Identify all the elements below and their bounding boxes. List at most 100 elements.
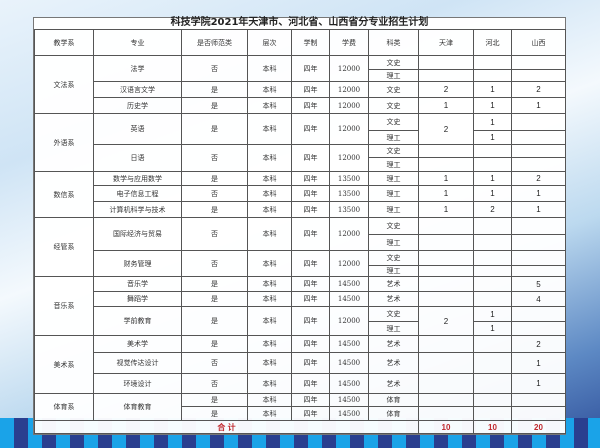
level-cell: 本科 bbox=[247, 406, 292, 421]
tianjin-quota-cell bbox=[418, 250, 474, 266]
shanxi-quota-cell bbox=[511, 306, 566, 322]
category-cell: 理工 bbox=[368, 130, 419, 145]
normal-school-cell: 是 bbox=[181, 171, 248, 186]
table-row: 历史学是本科 四年 12000 文史 1 1 1 bbox=[35, 97, 566, 114]
table-row: 日语否本科 四年 12000 文史 bbox=[35, 144, 566, 172]
normal-school-cell: 是 bbox=[181, 393, 248, 407]
category-cell: 理工 bbox=[368, 157, 419, 172]
shanxi-quota-cell bbox=[511, 321, 566, 336]
tuition-cell: 14500 bbox=[329, 373, 369, 394]
major-cell: 体育教育 bbox=[93, 393, 182, 421]
duration-cell: 四年 bbox=[291, 406, 330, 421]
hebei-quota-cell bbox=[473, 234, 512, 251]
tianjin-quota-cell: 1 bbox=[418, 97, 474, 114]
shanxi-quota-cell: 1 bbox=[511, 352, 566, 374]
duration-cell: 四年 bbox=[291, 250, 330, 277]
level-cell: 本科 bbox=[247, 113, 292, 145]
tianjin-quota-cell: 1 bbox=[418, 171, 474, 186]
hebei-quota-cell bbox=[473, 373, 512, 394]
level-cell: 本科 bbox=[247, 144, 292, 172]
table-row: 环境设计否本科 四年 14500 艺术 1 bbox=[35, 373, 566, 394]
hebei-quota-cell bbox=[473, 250, 512, 266]
hebei-quota-cell: 1 bbox=[473, 171, 512, 186]
hebei-quota-cell: 1 bbox=[473, 113, 512, 131]
hebei-quota-cell bbox=[473, 291, 512, 307]
hebei-quota-cell bbox=[473, 144, 512, 158]
shanxi-quota-cell bbox=[511, 157, 566, 172]
shanxi-quota-cell bbox=[511, 113, 566, 131]
tianjin-quota-cell: 2 bbox=[418, 306, 474, 336]
table-row: 经管系 国际经济与贸易否本科 四年 12000 文史 bbox=[34, 217, 566, 277]
level-cell: 本科 bbox=[247, 393, 292, 407]
shanxi-quota-cell bbox=[511, 393, 566, 407]
duration-cell: 四年 bbox=[291, 113, 330, 145]
duration-cell: 四年 bbox=[291, 171, 330, 186]
shanxi-quota-cell bbox=[511, 406, 566, 421]
level-cell: 本科 bbox=[247, 217, 292, 251]
normal-school-cell: 是 bbox=[181, 335, 248, 353]
hebei-quota-cell: 1 bbox=[473, 81, 512, 98]
column-header: 层次 bbox=[247, 29, 292, 56]
table-row: 是本科 四年 14500 体育 bbox=[35, 406, 566, 421]
shanxi-quota-cell bbox=[511, 144, 566, 158]
table-row: 电子信息工程否本科 四年 13500 理工 1 1 1 bbox=[35, 185, 566, 202]
hebei-quota-cell bbox=[473, 157, 512, 172]
hebei-quota-cell bbox=[473, 55, 512, 70]
hebei-quota-cell: 1 bbox=[473, 97, 512, 114]
category-cell: 理工 bbox=[368, 69, 419, 82]
normal-school-cell: 否 bbox=[181, 217, 248, 251]
major-cell: 法学 bbox=[93, 55, 182, 82]
table-row: 理工 bbox=[35, 265, 566, 277]
hebei-quota-cell: 1 bbox=[473, 306, 512, 322]
tianjin-total: 10 bbox=[418, 420, 474, 434]
tuition-cell: 14500 bbox=[329, 406, 369, 421]
category-cell: 理工 bbox=[368, 321, 419, 336]
hebei-quota-cell: 2 bbox=[473, 201, 512, 218]
column-header: 是否师范类 bbox=[181, 29, 248, 56]
duration-cell: 四年 bbox=[291, 97, 330, 114]
shanxi-quota-cell: 1 bbox=[511, 373, 566, 394]
category-cell: 理工 bbox=[368, 234, 419, 251]
normal-school-cell: 否 bbox=[181, 185, 248, 202]
category-cell: 艺术 bbox=[368, 373, 419, 394]
tuition-cell: 13500 bbox=[329, 185, 369, 202]
duration-cell: 四年 bbox=[291, 335, 330, 353]
category-cell: 理工 bbox=[368, 171, 419, 186]
column-header: 学费 bbox=[329, 29, 369, 56]
tianjin-quota-cell: 1 bbox=[418, 185, 474, 202]
tuition-cell: 12000 bbox=[329, 144, 369, 172]
shanxi-quota-cell bbox=[511, 250, 566, 266]
level-cell: 本科 bbox=[247, 55, 292, 82]
category-cell: 文史 bbox=[368, 217, 419, 235]
normal-school-cell: 否 bbox=[181, 55, 248, 82]
table-row: 理工 1 bbox=[35, 130, 566, 145]
tianjin-quota-cell: 2 bbox=[418, 81, 474, 98]
total-label: 合 计 bbox=[34, 420, 419, 434]
major-cell: 日语 bbox=[93, 144, 182, 172]
normal-school-cell: 否 bbox=[181, 373, 248, 394]
major-cell: 视觉传达设计 bbox=[93, 352, 182, 374]
tianjin-quota-cell bbox=[418, 352, 474, 374]
duration-cell: 四年 bbox=[291, 306, 330, 336]
normal-school-cell: 是 bbox=[181, 113, 248, 145]
shanxi-total: 20 bbox=[511, 420, 566, 434]
hebei-quota-cell: 1 bbox=[473, 185, 512, 202]
major-cell: 音乐学 bbox=[93, 276, 182, 292]
column-header: 专业 bbox=[93, 29, 182, 56]
normal-school-cell: 是 bbox=[181, 291, 248, 307]
table-row: 外语系 英语是本科 四年 12000 文史 2 1 bbox=[34, 113, 566, 172]
table-row: 美术系 美术学是本科 四年 14500 艺术 2 bbox=[34, 335, 566, 394]
tuition-cell: 13500 bbox=[329, 201, 369, 218]
tuition-cell: 12000 bbox=[329, 217, 369, 251]
major-cell: 历史学 bbox=[93, 97, 182, 114]
tuition-cell: 12000 bbox=[329, 81, 369, 98]
category-cell: 文史 bbox=[368, 306, 419, 322]
hebei-quota-cell bbox=[473, 352, 512, 374]
table-row: 舞蹈学是本科 四年 14500 艺术 4 bbox=[35, 291, 566, 307]
column-header: 天津 bbox=[418, 29, 474, 56]
category-cell: 艺术 bbox=[368, 291, 419, 307]
table-title: 科技学院2021年天津市、河北省、山西省分专业招生计划 bbox=[170, 17, 429, 28]
department-cell: 美术系 bbox=[34, 335, 94, 394]
major-cell: 计算机科学与技术 bbox=[93, 201, 182, 218]
duration-cell: 四年 bbox=[291, 144, 330, 172]
